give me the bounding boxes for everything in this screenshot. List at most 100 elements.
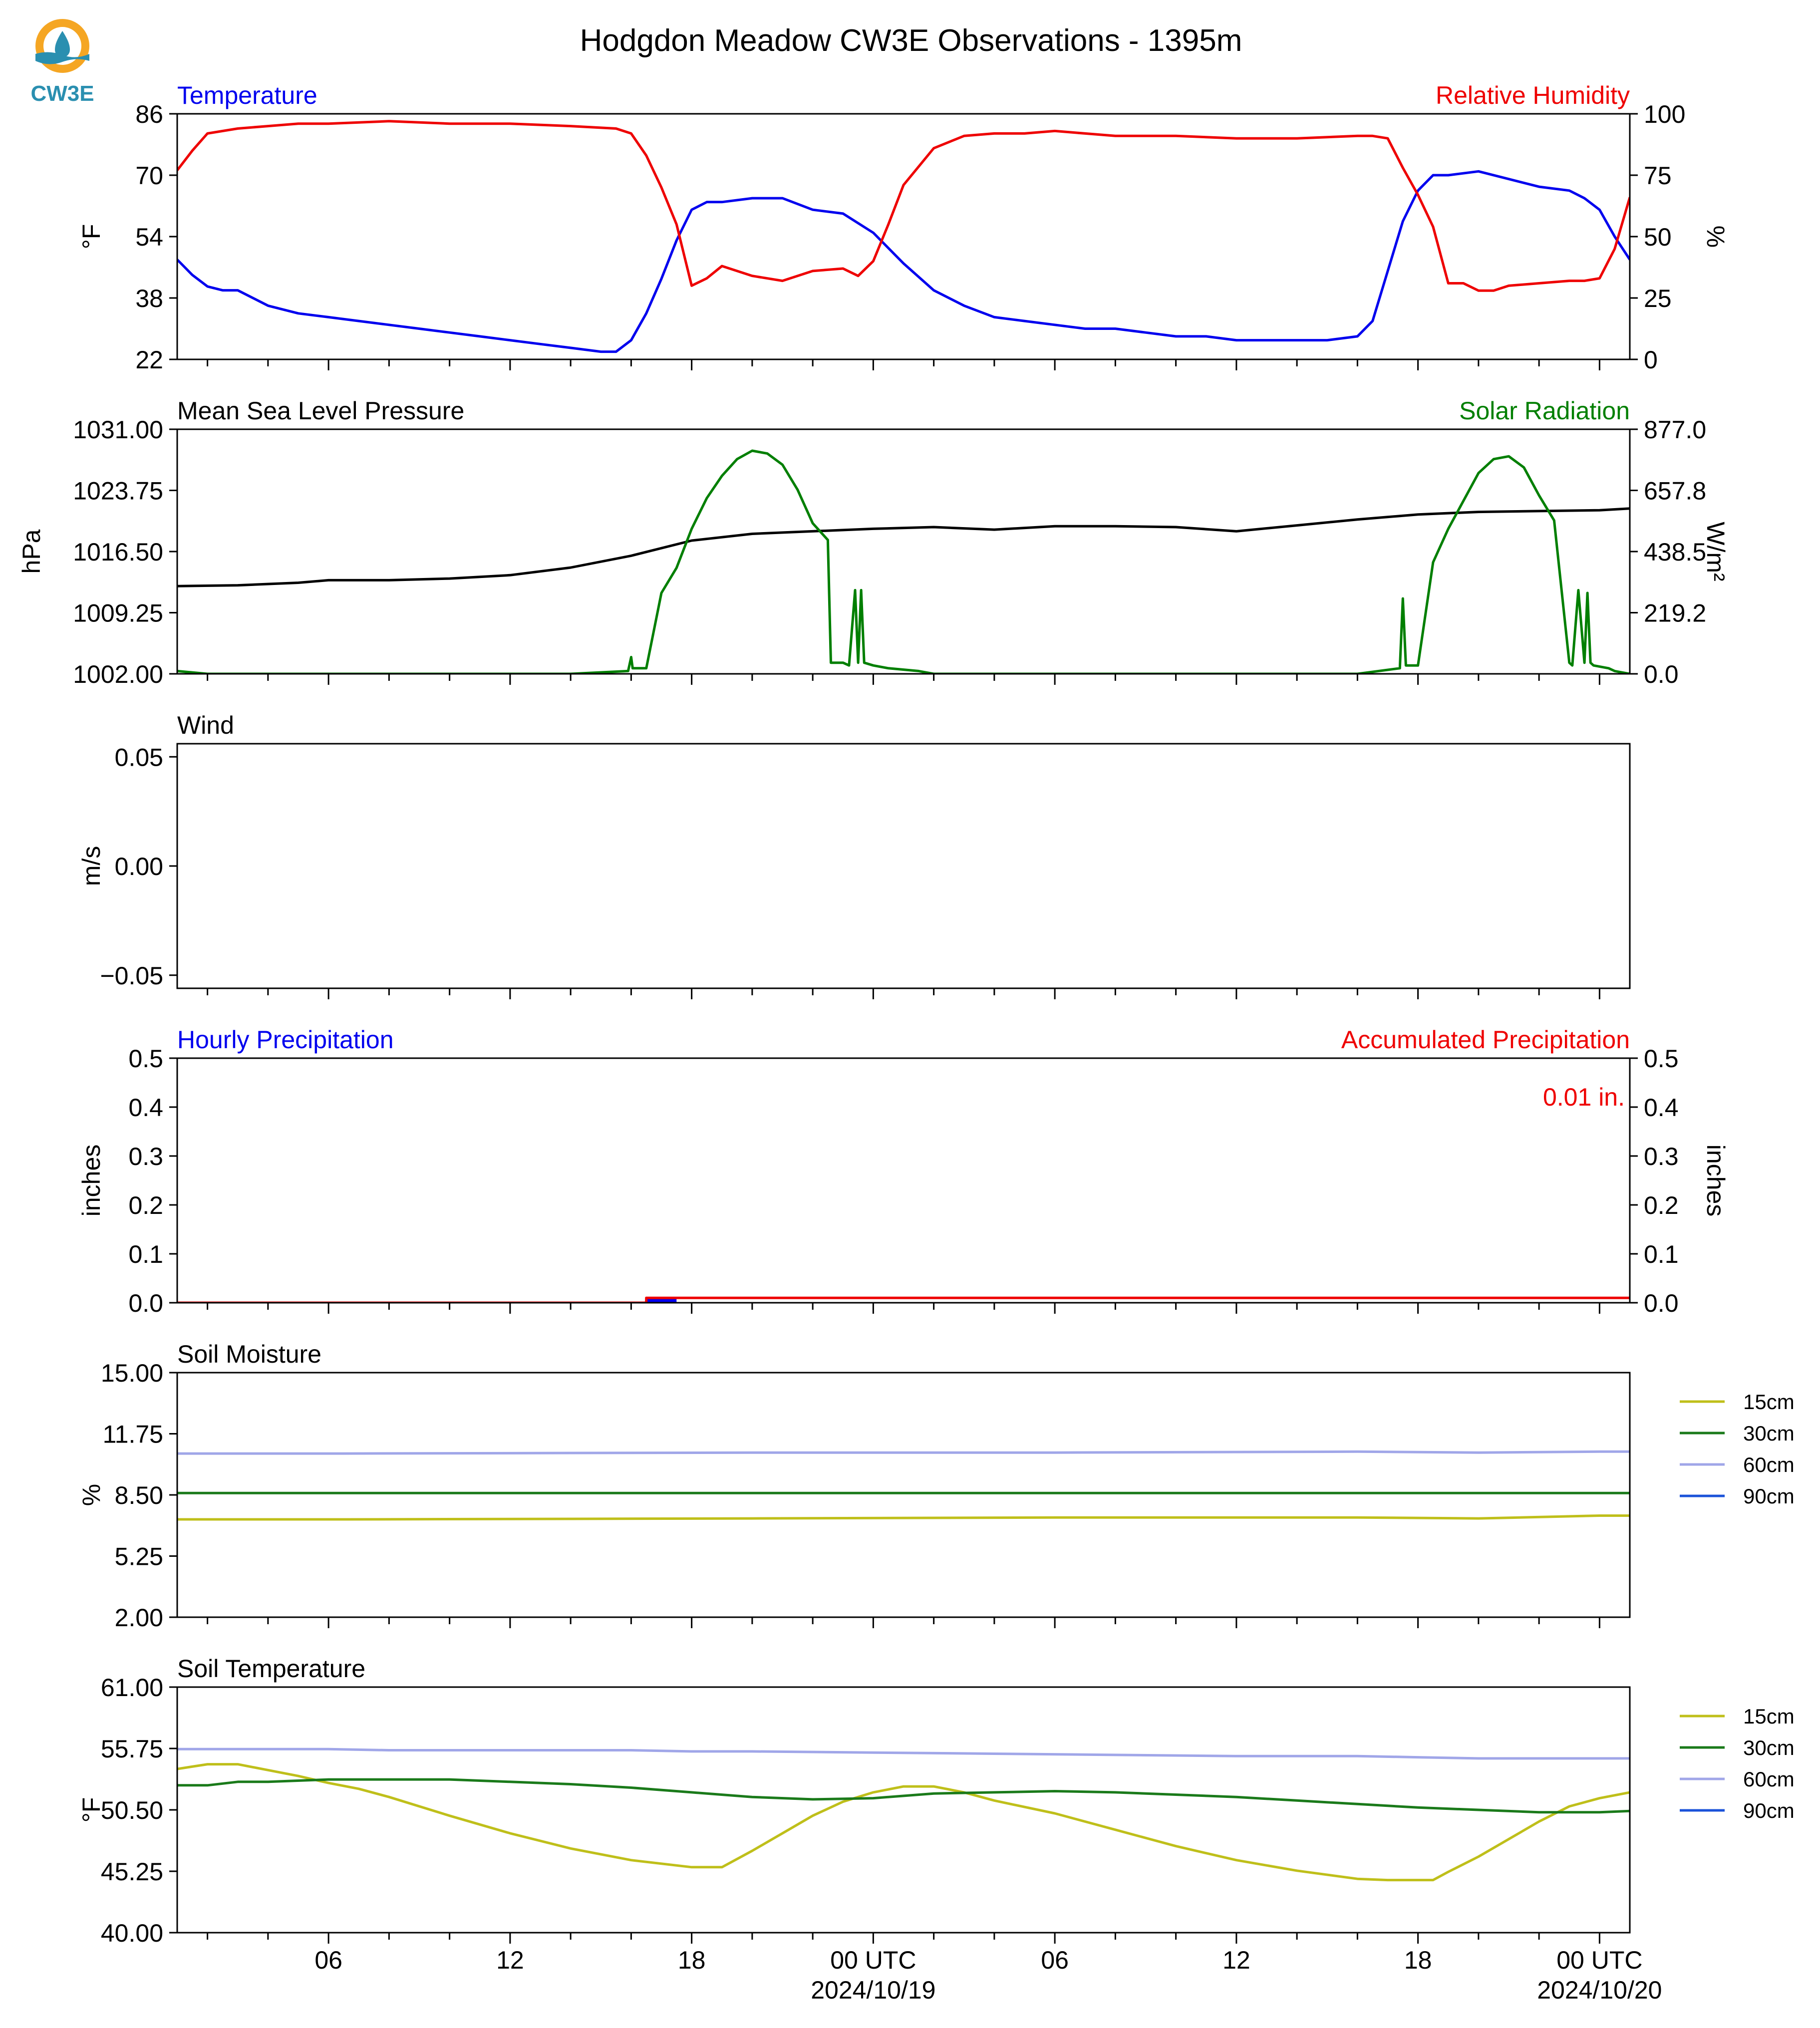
y-tick-label-right: 50 bbox=[1644, 223, 1672, 251]
x-tick-label: 12 bbox=[496, 1946, 524, 1974]
series-line-soil_60 bbox=[177, 1747, 1630, 1760]
y-axis-label-right: % bbox=[1702, 226, 1730, 248]
panel-title-left: Soil Moisture bbox=[177, 1340, 321, 1368]
y-tick-label-right: 0.0 bbox=[1644, 660, 1679, 688]
y-tick-label-left: 40.00 bbox=[101, 1919, 163, 1947]
panel-pressure_solar: Mean Sea Level Pressure Solar Radiation 10… bbox=[17, 397, 1730, 688]
y-tick-label-left: 2.00 bbox=[115, 1604, 163, 1632]
panel-series bbox=[177, 120, 1630, 353]
y-tick-label-left: 15.00 bbox=[101, 1359, 163, 1387]
legend-label: 15cm bbox=[1743, 1705, 1795, 1728]
series-line-soil_15 bbox=[177, 1763, 1630, 1882]
y-tick-label-left: 1002.00 bbox=[73, 660, 163, 688]
panel-title-right: Relative Humidity bbox=[1436, 81, 1630, 109]
legend-label: 30cm bbox=[1743, 1736, 1795, 1759]
logo-text: CW3E bbox=[30, 81, 94, 106]
chart-title: Hodgdon Meadow CW3E Observations - 1395m bbox=[580, 23, 1242, 58]
y-tick-label-left: 0.2 bbox=[128, 1191, 163, 1219]
panel-title-left: Wind bbox=[177, 711, 234, 739]
series-line-pressure bbox=[177, 507, 1630, 587]
cw3e-logo-mark: CW3E bbox=[30, 19, 94, 106]
panel-soil_moisture: Soil Moisture 2.00 5.25 8.50 11.75 15.00% 15cm… bbox=[77, 1340, 1795, 1632]
panel-frame bbox=[176, 743, 1631, 989]
y-tick-label-right: 0.1 bbox=[1644, 1240, 1679, 1268]
y-tick-label-left: 50.50 bbox=[101, 1796, 163, 1824]
y-tick-label-left: 1009.25 bbox=[73, 599, 163, 627]
panel-title-left: Soil Temperature bbox=[177, 1655, 365, 1683]
y-tick-label-left: 86 bbox=[135, 100, 163, 128]
x-date-label: 2024/10/19 bbox=[811, 1976, 935, 2004]
x-tick-label: 00 UTC bbox=[830, 1946, 916, 1974]
legend-label: 90cm bbox=[1743, 1799, 1795, 1822]
panel-series bbox=[177, 1450, 1630, 1521]
y-tick-label-right: 0.2 bbox=[1644, 1191, 1679, 1219]
y-axis-label-left: % bbox=[77, 1484, 105, 1506]
y-tick-label-left: 8.50 bbox=[115, 1481, 163, 1509]
y-tick-label-left: 22 bbox=[135, 346, 163, 374]
y-tick-label-left: 0.4 bbox=[128, 1094, 163, 1122]
legend: 15cm 30cm 60cm 90cm bbox=[1680, 1390, 1795, 1508]
y-tick-label-left: 38 bbox=[135, 285, 163, 312]
y-tick-label-left: 11.75 bbox=[103, 1421, 163, 1449]
panel-wind: Wind −0.05 0.00 0.05 m/s bbox=[77, 711, 1631, 999]
y-tick-label-left: 0.00 bbox=[115, 853, 163, 880]
series-line-soil_15 bbox=[177, 1514, 1630, 1521]
panel-precip: Hourly Precipitation Accumulated Precipit… bbox=[77, 1026, 1730, 1317]
panel-frame bbox=[176, 113, 1631, 360]
y-axis-label-left: hPa bbox=[17, 529, 45, 574]
y-tick-label-left: 0.3 bbox=[128, 1143, 163, 1170]
panel-series bbox=[177, 1296, 1630, 1303]
x-date-label: 2024/10/20 bbox=[1537, 1976, 1662, 2004]
y-tick-label-left: 0.05 bbox=[115, 743, 163, 771]
logo-wave bbox=[35, 52, 89, 64]
y-axis-label-left: inches bbox=[77, 1145, 105, 1217]
y-tick-label-right: 877.0 bbox=[1644, 416, 1706, 444]
x-tick-label: 18 bbox=[1404, 1946, 1432, 1974]
y-tick-label-left: 1016.50 bbox=[73, 538, 163, 566]
panel-title-right: Accumulated Precipitation bbox=[1341, 1026, 1630, 1054]
y-tick-label-right: 0 bbox=[1644, 346, 1658, 374]
series-line-soil_60 bbox=[177, 1450, 1630, 1455]
panel-soil_temp: Soil Temperature 40.00 45.25 50.50 55.75 61.0… bbox=[77, 1655, 1795, 2004]
y-axis-label-right: W/m² bbox=[1702, 522, 1730, 581]
y-tick-label-right: 657.8 bbox=[1644, 477, 1706, 505]
y-tick-label-left: 0.0 bbox=[128, 1289, 163, 1317]
y-tick-label-right: 75 bbox=[1644, 162, 1672, 190]
legend: 15cm 30cm 60cm 90cm bbox=[1680, 1705, 1795, 1822]
cw3e-logo: CW3E bbox=[25, 15, 100, 110]
series-line-soil_30 bbox=[177, 1778, 1630, 1814]
x-tick-label: 12 bbox=[1222, 1946, 1250, 1974]
y-tick-label-right: 0.0 bbox=[1644, 1289, 1679, 1317]
panel-series bbox=[177, 449, 1630, 674]
series-line-humidity bbox=[177, 120, 1630, 292]
panel-temp_rh: Temperature Relative Humidity 22 38 54 70 86 0 2… bbox=[77, 81, 1730, 374]
x-tick-label: 18 bbox=[678, 1946, 706, 1974]
y-tick-label-left: 55.75 bbox=[101, 1735, 163, 1763]
panel-frame bbox=[176, 1057, 1631, 1304]
y-tick-label-left: 45.25 bbox=[101, 1858, 163, 1886]
panel-title-left: Hourly Precipitation bbox=[177, 1026, 394, 1054]
accumulated-total-label: 0.01 in. bbox=[1543, 1083, 1625, 1111]
x-tick-label: 06 bbox=[314, 1946, 342, 1974]
panel-frame bbox=[176, 1686, 1631, 1934]
x-tick-label: 00 UTC bbox=[1556, 1946, 1642, 1974]
y-tick-label-left: 61.00 bbox=[101, 1674, 163, 1702]
panel-title-left: Mean Sea Level Pressure bbox=[177, 397, 464, 425]
y-tick-label-right: 100 bbox=[1644, 100, 1685, 128]
y-tick-label-left: 54 bbox=[135, 223, 163, 251]
y-axis-label-left: °F bbox=[77, 1797, 105, 1823]
y-tick-label-left: 5.25 bbox=[115, 1543, 163, 1571]
legend-label: 60cm bbox=[1743, 1453, 1795, 1476]
y-tick-label-left: 0.1 bbox=[128, 1240, 163, 1268]
y-tick-label-right: 0.5 bbox=[1644, 1045, 1679, 1073]
series-line-humidity bbox=[177, 1296, 1630, 1303]
y-tick-label-right: 0.3 bbox=[1644, 1143, 1679, 1170]
panel-series bbox=[177, 1747, 1630, 1882]
series-line-temperature bbox=[177, 170, 1630, 353]
y-axis-label-right: inches bbox=[1702, 1145, 1730, 1217]
legend-label: 60cm bbox=[1743, 1767, 1795, 1791]
y-tick-label-right: 0.4 bbox=[1644, 1094, 1679, 1122]
y-tick-label-left: 1023.75 bbox=[73, 477, 163, 505]
y-tick-label-left: 0.5 bbox=[128, 1045, 163, 1073]
